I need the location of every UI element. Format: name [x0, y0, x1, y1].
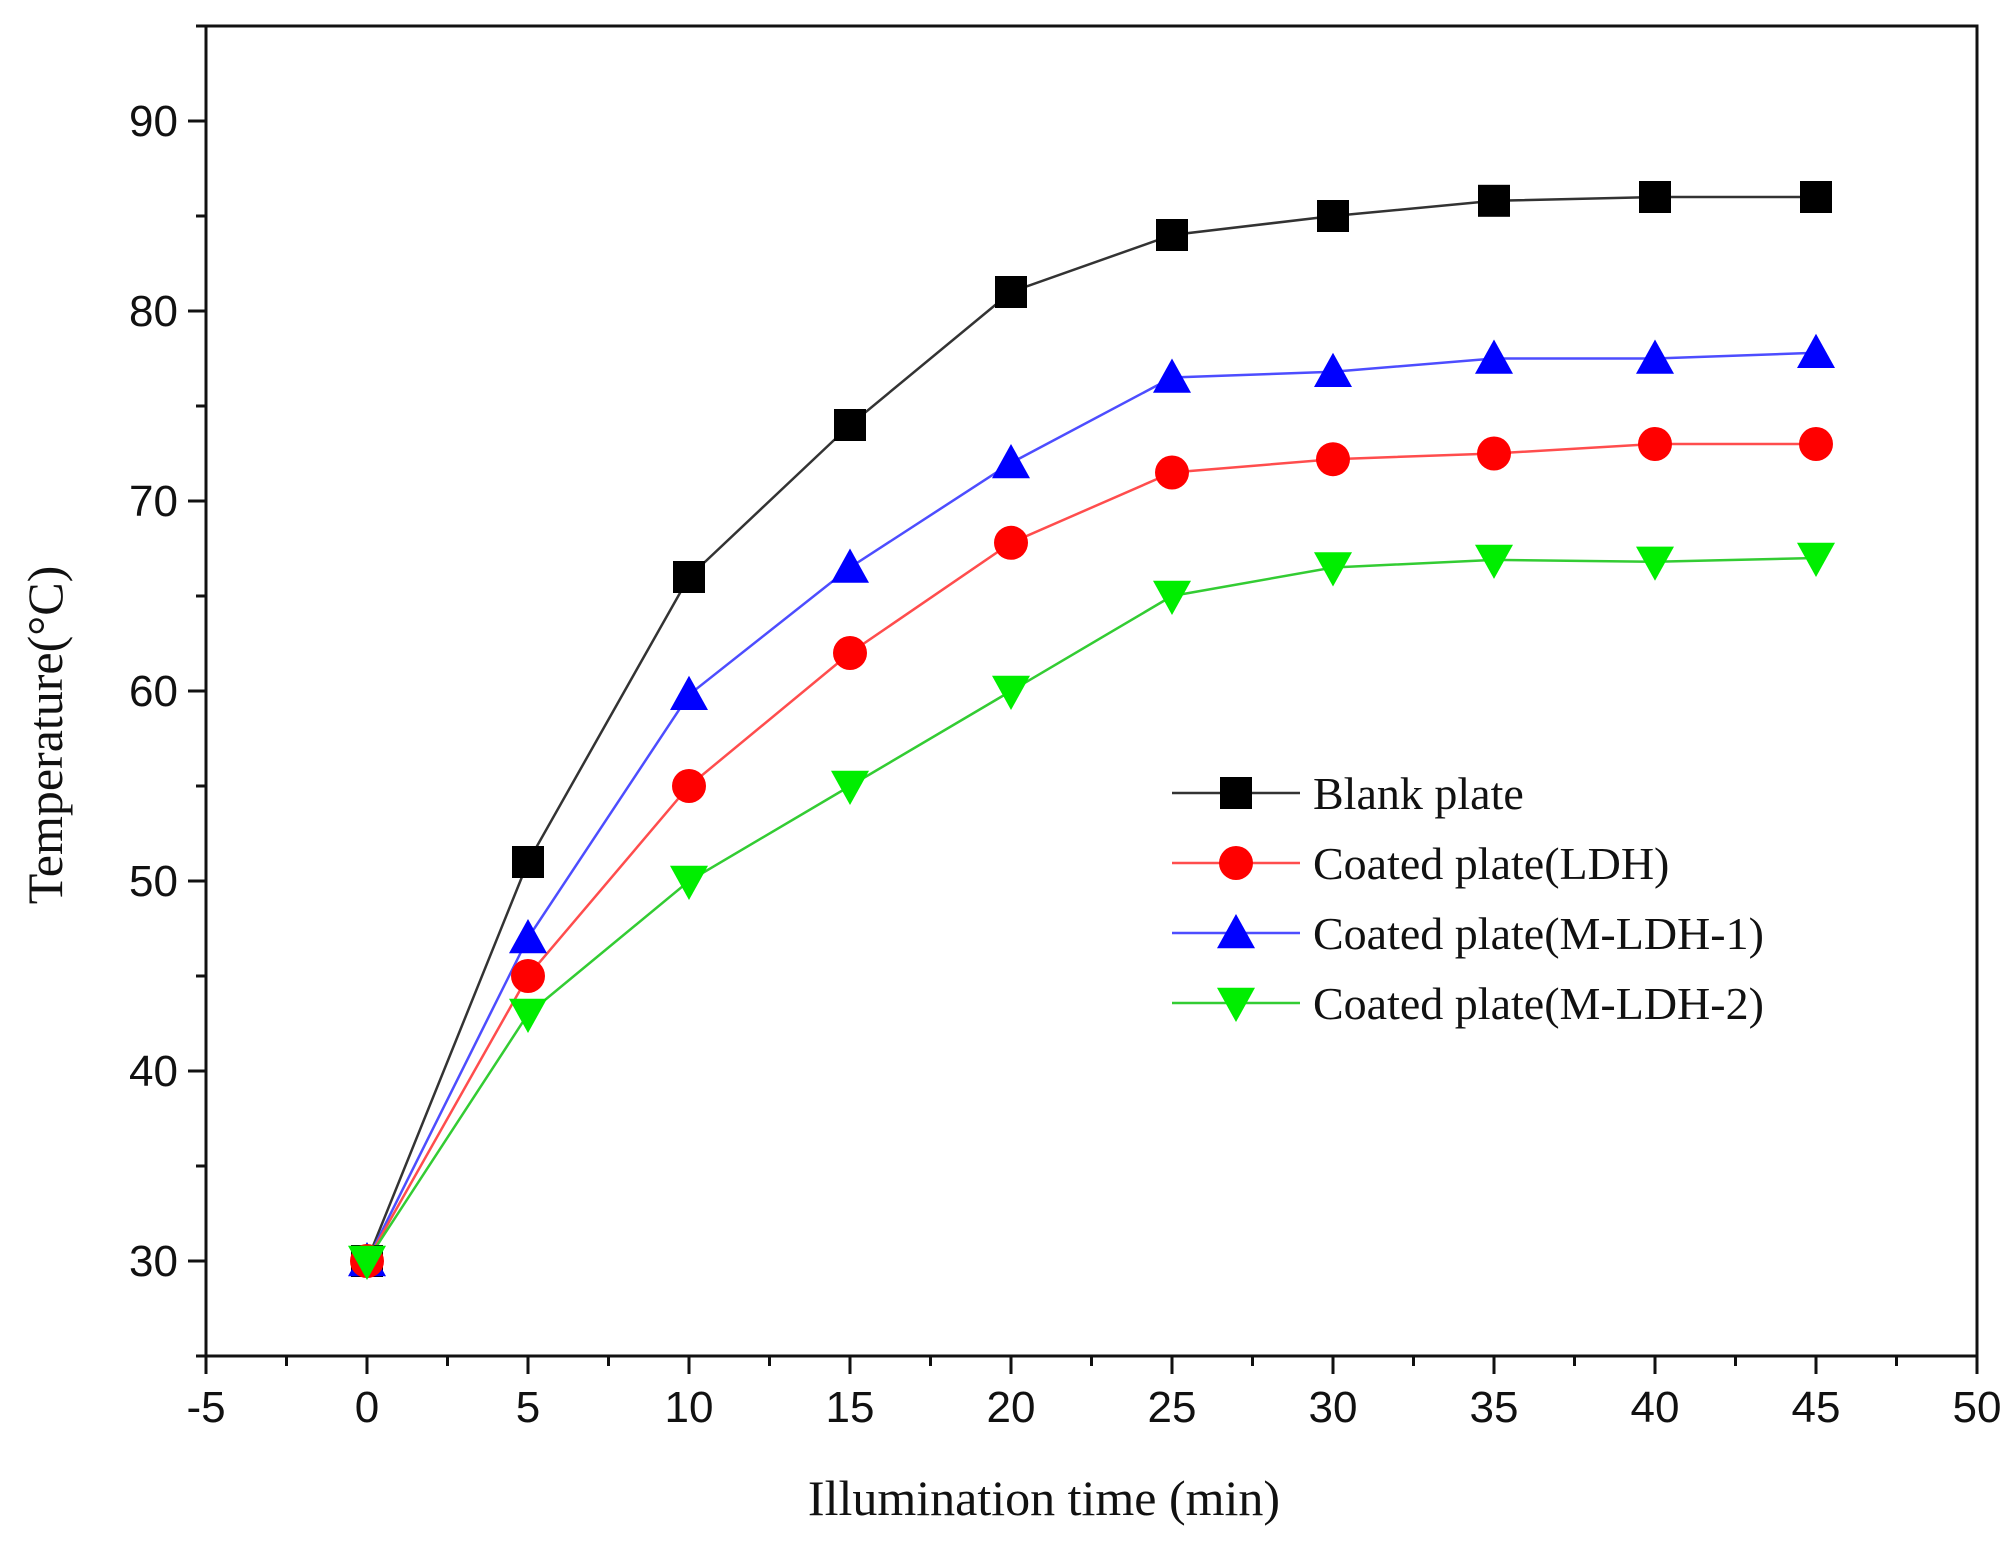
data-point — [1478, 184, 1510, 217]
series-line — [365, 195, 1816, 1262]
x-tick-label: 50 — [1953, 1383, 2002, 1432]
legend-marker — [1219, 846, 1253, 880]
x-axis-ticks — [204, 1356, 1979, 1374]
data-point — [509, 919, 547, 954]
data-point — [512, 846, 544, 878]
data-point — [995, 276, 1027, 308]
y-tick-label: 60 — [129, 667, 178, 716]
x-tick-label: 10 — [665, 1383, 714, 1432]
data-point — [673, 561, 705, 593]
x-tick-label: 5 — [516, 1383, 540, 1432]
data-point — [994, 525, 1028, 560]
data-point — [1156, 219, 1188, 251]
data-point — [348, 1245, 386, 1280]
data-point — [1317, 200, 1349, 232]
data-point — [1797, 542, 1835, 577]
legend-marker — [1220, 777, 1252, 809]
legend-marker — [1217, 987, 1255, 1022]
y-tick-label: 80 — [129, 287, 178, 336]
y-tick-label: 90 — [129, 97, 178, 146]
legend-label: Coated plate(LDH) — [1313, 838, 1669, 889]
y-tick-label: 40 — [129, 1047, 178, 1096]
series-line — [365, 351, 1817, 1262]
data-point — [992, 675, 1030, 710]
x-axis-title: Illumination time (min) — [808, 1470, 1280, 1526]
x-tick-label: 25 — [1148, 1383, 1197, 1432]
data-point — [831, 548, 869, 583]
data-point — [1316, 442, 1350, 477]
data-point — [992, 444, 1030, 479]
data-point — [1797, 333, 1835, 368]
data-point — [511, 959, 545, 993]
legend-label: Coated plate(M-LDH-2) — [1313, 978, 1764, 1029]
data-point — [1636, 339, 1674, 374]
x-tick-label: 45 — [1792, 1383, 1841, 1432]
series-line — [365, 442, 1816, 1262]
legend-label: Coated plate(M-LDH-1) — [1313, 908, 1764, 959]
y-tick-label: 30 — [129, 1237, 178, 1286]
x-tick-label: -5 — [186, 1383, 225, 1432]
data-point — [1636, 546, 1674, 581]
data-point — [833, 636, 867, 670]
data-point — [1153, 580, 1191, 615]
data-point — [1800, 181, 1832, 213]
y-axis-tick-labels: 30 40 50 60 70 80 90 — [129, 97, 178, 1286]
data-point — [1155, 455, 1189, 490]
y-axis-title: Temperature(°C) — [17, 566, 73, 905]
legend-label: Blank plate — [1313, 768, 1524, 819]
legend-marker — [1217, 914, 1255, 949]
data-point — [509, 998, 547, 1033]
x-tick-label: 0 — [355, 1383, 379, 1432]
x-tick-label: 35 — [1470, 1383, 1519, 1432]
data-point — [1638, 427, 1672, 461]
data-point — [1475, 339, 1513, 374]
data-point — [834, 409, 866, 441]
x-tick-label: 30 — [1309, 1383, 1358, 1432]
plot-frame — [204, 24, 1979, 1358]
data-point — [1639, 181, 1671, 213]
data-point — [1153, 358, 1191, 393]
data-point — [1475, 544, 1513, 579]
data-point — [1314, 352, 1352, 387]
data-point — [670, 865, 708, 900]
x-axis-tick-labels: -5 0 5 10 15 20 25 30 35 40 45 50 — [186, 1383, 2001, 1432]
data-point — [670, 675, 708, 710]
data-point — [672, 769, 706, 803]
series-line — [365, 556, 1817, 1262]
data-point — [1314, 552, 1352, 587]
data-point — [831, 770, 869, 805]
series-markers — [348, 181, 1835, 1280]
data-point — [1799, 427, 1833, 461]
series-lines — [365, 195, 1817, 1262]
x-tick-label: 15 — [826, 1383, 875, 1432]
y-axis-ticks — [188, 24, 206, 1358]
x-tick-label: 40 — [1631, 1383, 1680, 1432]
data-point — [1477, 436, 1511, 471]
x-tick-label: 20 — [987, 1383, 1036, 1432]
y-tick-label: 70 — [129, 477, 178, 526]
legend: Blank plate Coated plate(LDH) Coated plate… — [1172, 768, 1764, 1029]
y-tick-label: 50 — [129, 857, 178, 906]
